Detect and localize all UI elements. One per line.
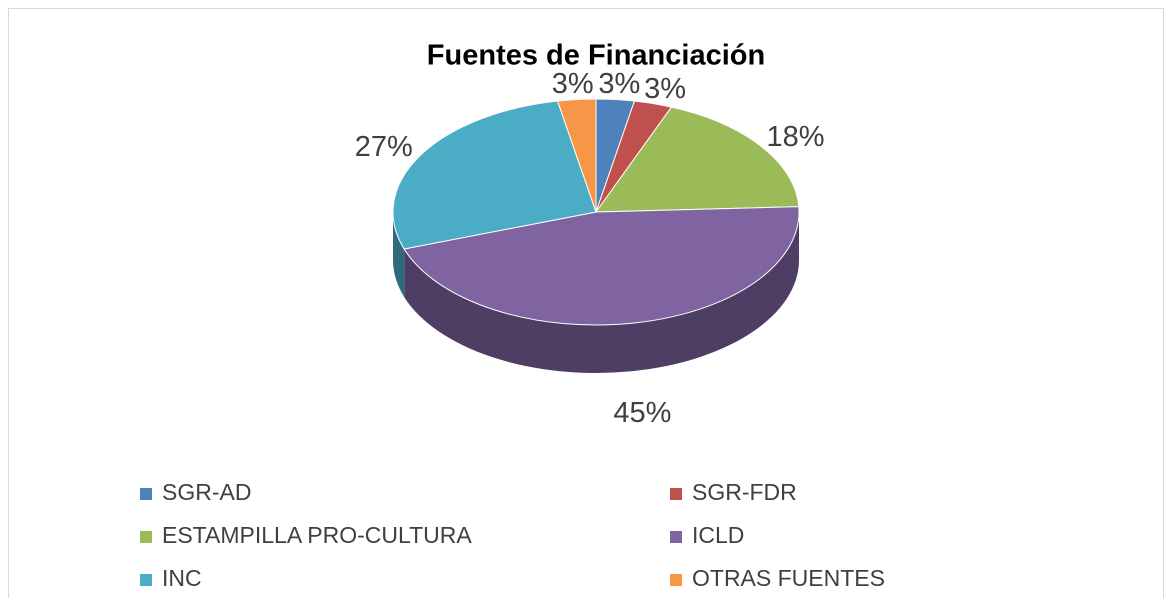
legend-swatch [670, 488, 682, 500]
legend-swatch [140, 488, 152, 500]
legend-swatch [670, 574, 682, 586]
slice-side [393, 212, 405, 297]
legend-label: OTRAS FUENTES [692, 565, 885, 591]
data-label: 27% [355, 131, 413, 163]
slice [556, 98, 597, 213]
legend-label: INC [162, 565, 202, 591]
legend-label: ICLD [692, 522, 744, 548]
legend-swatch [140, 574, 152, 586]
legend-label: SGR-AD [162, 479, 251, 505]
legend-label: SGR-FDR [692, 479, 797, 505]
chart-title: Fuentes de Financiación [427, 40, 765, 72]
slice [392, 100, 597, 250]
legend-label: ESTAMPILLA PRO-CULTURA [162, 522, 472, 548]
legend-swatch [140, 531, 152, 543]
data-label: 45% [613, 397, 671, 429]
legend-swatch [670, 531, 682, 543]
data-label: 18% [767, 121, 825, 153]
data-label: 3% [598, 68, 640, 100]
slice-side [404, 212, 799, 373]
slice [403, 206, 800, 326]
data-label: 3% [644, 73, 686, 105]
slice [595, 106, 800, 213]
data-label: 3% [552, 68, 594, 100]
